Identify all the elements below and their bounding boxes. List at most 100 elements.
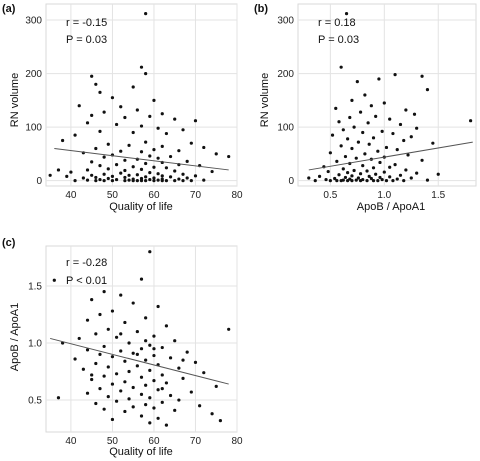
- fit-line-c: [50, 337, 229, 385]
- y-tick-label-a-2: 200: [25, 69, 42, 80]
- point-c-47: [127, 369, 131, 374]
- point-b-10: [369, 104, 373, 108]
- point-a-31: [106, 142, 110, 146]
- point-b-71: [317, 174, 322, 178]
- point-b-64: [415, 171, 419, 175]
- point-a-27: [73, 133, 77, 137]
- point-b-58: [404, 168, 408, 172]
- x-tick-label-b-1: 1.0: [377, 190, 391, 201]
- point-c-6: [131, 301, 135, 305]
- point-a-18: [193, 119, 198, 123]
- points-b: [307, 12, 473, 183]
- point-b-55: [388, 165, 392, 169]
- point-b-28: [330, 133, 335, 137]
- point-b-76: [409, 176, 413, 180]
- point-b-1: [339, 65, 343, 69]
- point-b-98: [391, 179, 395, 183]
- point-b-4: [377, 77, 381, 81]
- point-b-6: [425, 88, 430, 92]
- point-b-66: [374, 172, 378, 176]
- x-ticks-b: 0.5 1.0 1.5: [323, 190, 445, 201]
- point-b-35: [367, 142, 371, 146]
- point-c-40: [94, 361, 98, 366]
- x-tick-label-c-3: 70: [190, 436, 202, 447]
- point-c-93: [119, 332, 123, 336]
- point-a-98: [85, 178, 90, 182]
- point-a-17: [173, 117, 177, 121]
- point-c-37: [144, 358, 148, 362]
- point-a-69: [119, 171, 123, 175]
- point-b-63: [346, 171, 350, 175]
- point-c-58: [110, 382, 115, 386]
- point-c-38: [123, 359, 127, 363]
- point-b-88: [335, 179, 339, 183]
- x-axis-title-c: Quality of life: [109, 446, 173, 458]
- point-b-26: [361, 130, 365, 135]
- point-c-63: [156, 388, 160, 392]
- point-b-48: [420, 158, 424, 162]
- point-b-29: [409, 135, 413, 139]
- point-b-89: [384, 179, 389, 183]
- point-a-96: [156, 178, 160, 182]
- point-a-88: [106, 176, 110, 181]
- point-a-8: [152, 98, 156, 102]
- point-c-48: [202, 371, 206, 375]
- panel-label-c: (c): [2, 237, 16, 249]
- point-c-33: [152, 353, 156, 358]
- point-b-13: [358, 110, 363, 114]
- point-c-26: [160, 345, 164, 350]
- point-b-23: [415, 126, 419, 130]
- point-a-57: [131, 165, 135, 169]
- point-c-5: [90, 298, 94, 302]
- grid-a: [45, 3, 238, 187]
- x-tick-label-b-2: 1.5: [431, 190, 445, 201]
- point-a-63: [85, 168, 90, 172]
- point-a-34: [202, 145, 206, 150]
- point-a-29: [144, 140, 148, 144]
- point-a-58: [152, 165, 156, 169]
- point-b-24: [341, 128, 345, 132]
- point-a-36: [152, 148, 156, 152]
- point-b-32: [402, 138, 406, 143]
- point-a-41: [214, 152, 218, 156]
- point-c-51: [102, 374, 106, 378]
- y-axis-title-c: ApoB / ApoA1: [9, 303, 21, 372]
- point-c-88: [218, 418, 222, 423]
- point-c-8: [110, 309, 115, 313]
- point-a-79: [110, 174, 115, 178]
- point-c-18: [152, 334, 156, 338]
- point-a-78: [65, 174, 69, 178]
- point-c-70: [148, 396, 152, 400]
- point-a-103: [173, 179, 177, 183]
- x-tick-label-a-3: 70: [190, 190, 202, 201]
- point-b-74: [378, 175, 382, 180]
- point-c-71: [56, 396, 61, 400]
- point-c-32: [98, 352, 102, 357]
- point-b-12: [404, 108, 408, 112]
- point-a-25: [131, 130, 135, 135]
- point-b-41: [328, 151, 332, 155]
- point-c-61: [131, 385, 135, 390]
- point-a-43: [148, 154, 152, 158]
- point-a-77: [193, 174, 198, 178]
- point-c-86: [156, 416, 160, 420]
- point-b-91: [365, 179, 369, 183]
- point-a-97: [202, 178, 206, 182]
- point-a-104: [73, 179, 77, 183]
- point-a-55: [98, 164, 102, 168]
- point-a-6: [98, 90, 102, 94]
- x-axis-title-b: ApoB / ApoA1: [357, 201, 426, 213]
- y-tick-label-b-2: 200: [277, 69, 294, 80]
- point-b-37: [384, 145, 389, 150]
- point-b-31: [346, 137, 350, 141]
- point-b-95: [376, 179, 380, 183]
- point-a-5: [131, 85, 135, 89]
- point-a-83: [123, 175, 127, 180]
- point-a-105: [123, 179, 127, 183]
- point-b-75: [356, 176, 361, 180]
- point-a-2: [144, 71, 148, 76]
- point-a-109: [131, 179, 135, 183]
- point-a-37: [177, 149, 181, 153]
- point-c-72: [127, 397, 131, 401]
- y-ticks-c: 0.5 1.0 1.5: [28, 281, 42, 406]
